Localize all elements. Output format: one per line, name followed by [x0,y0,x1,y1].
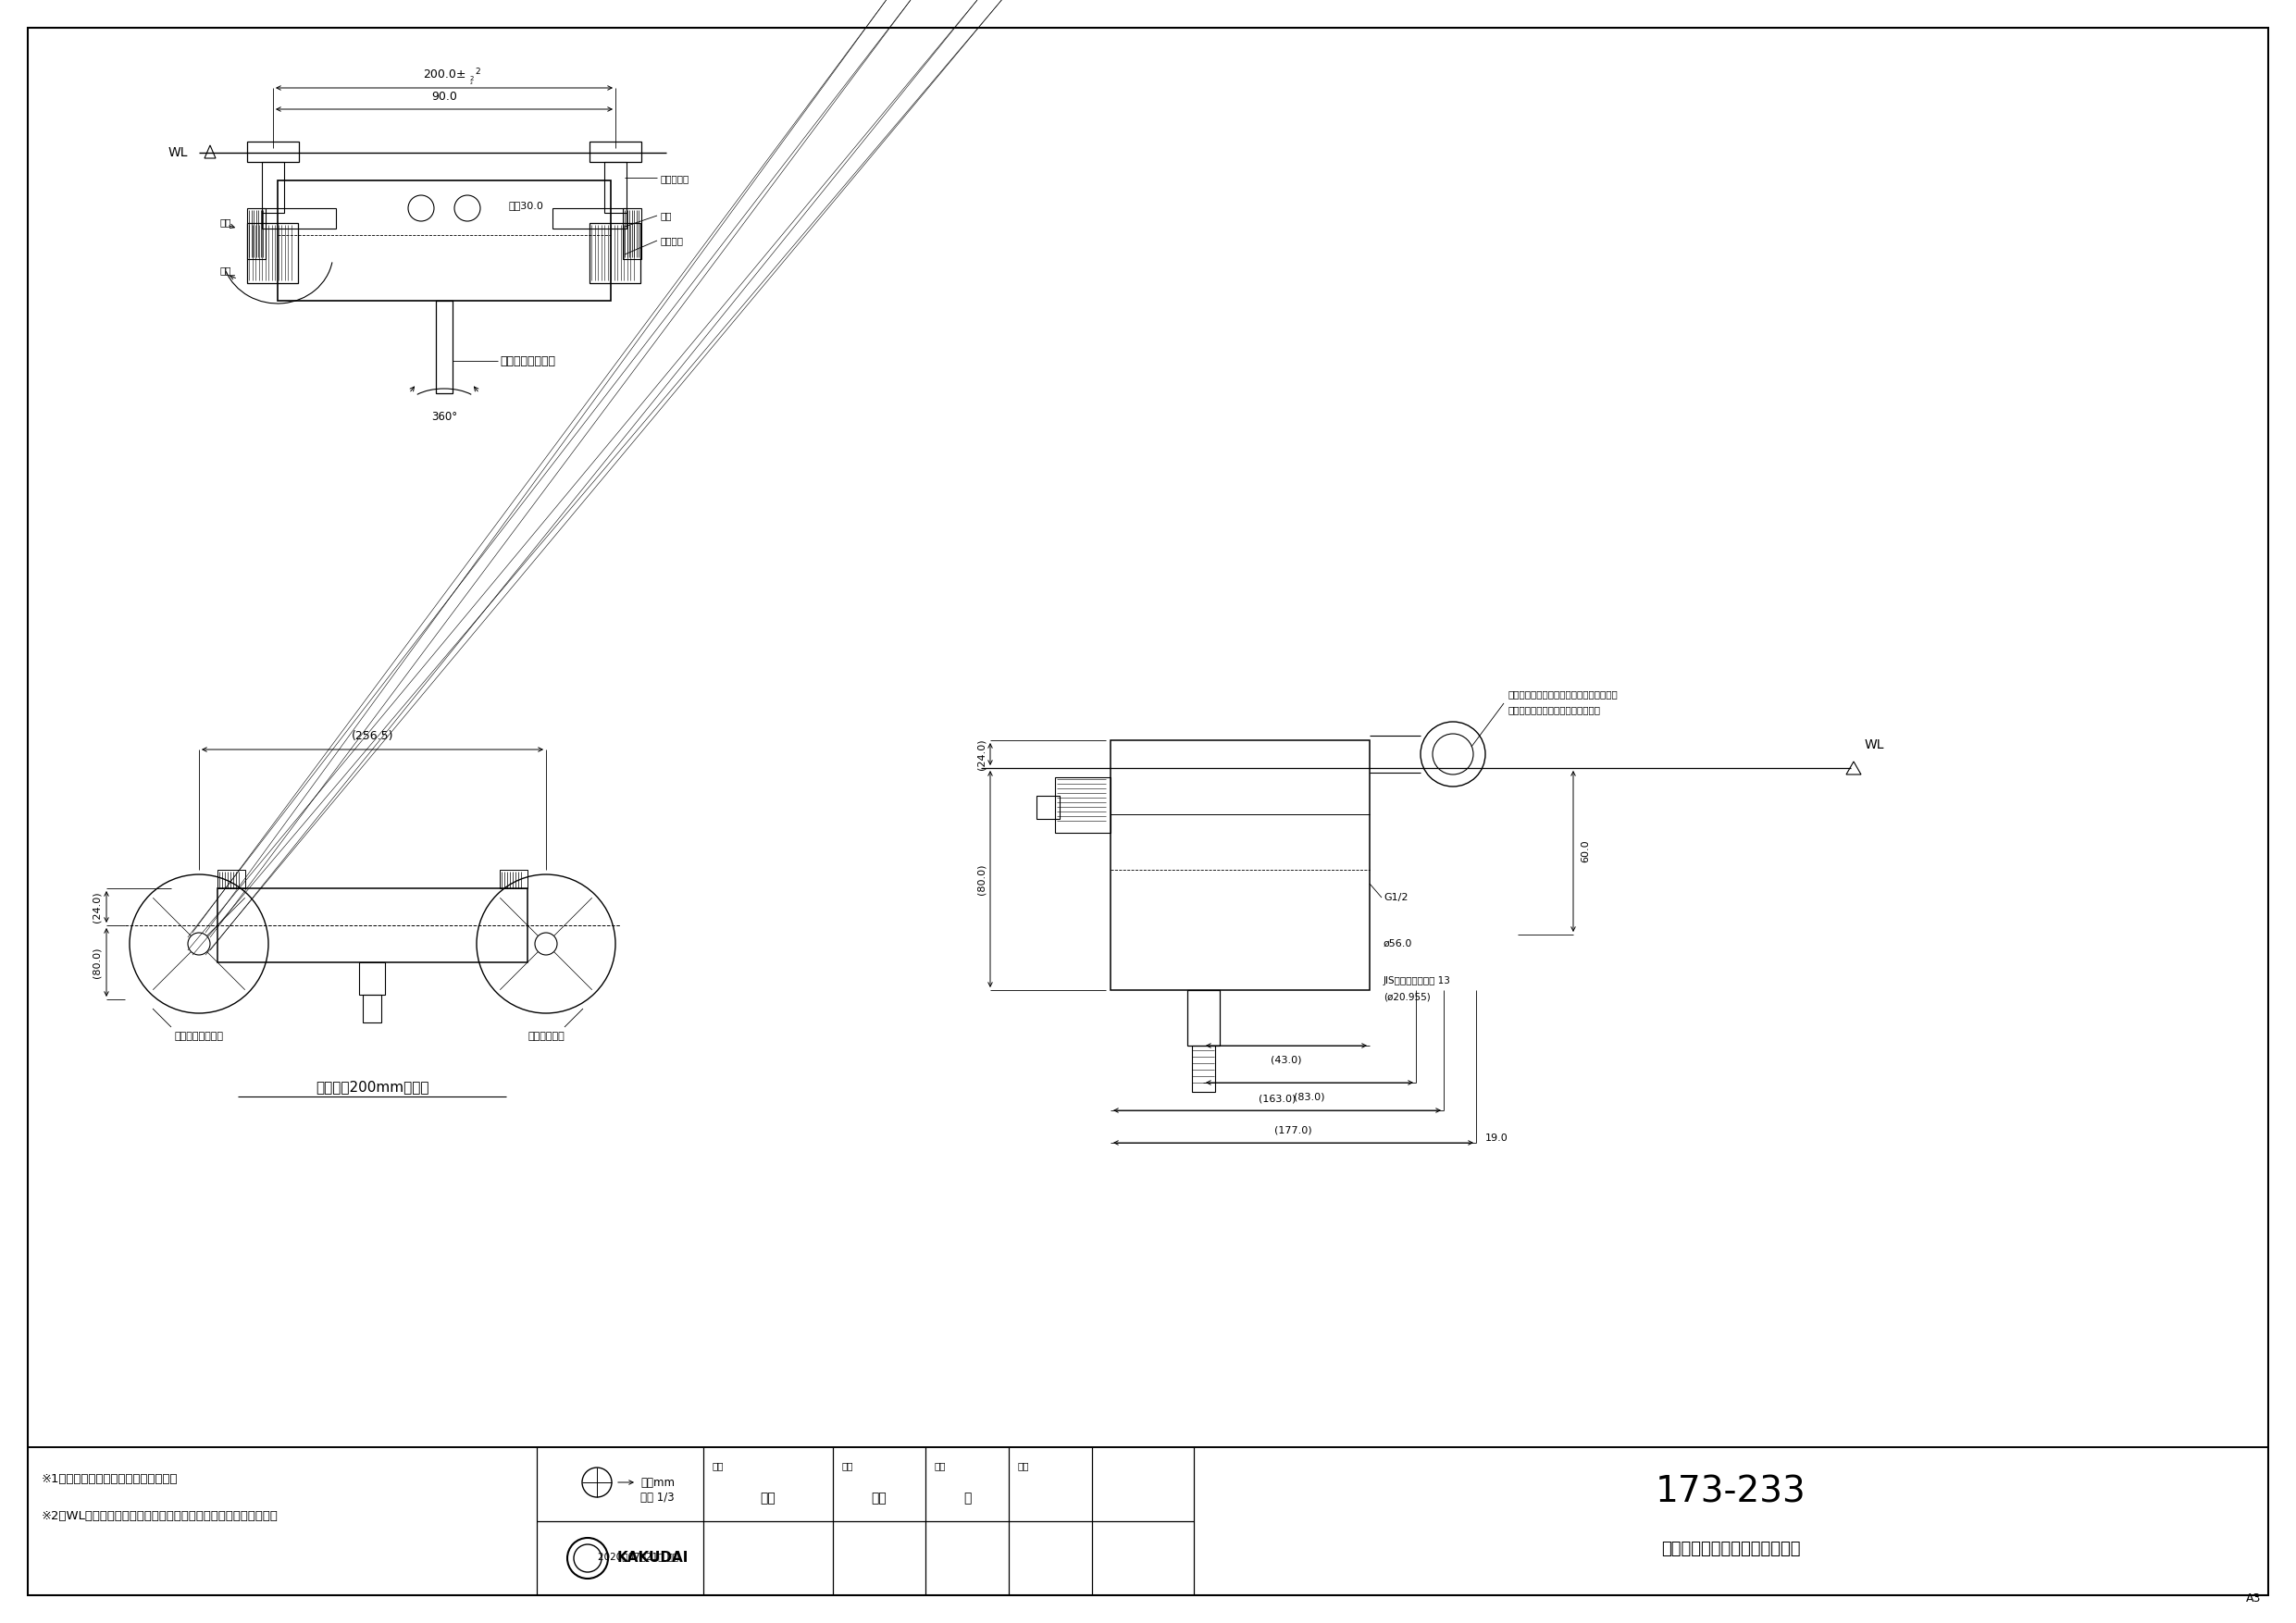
Text: 山田: 山田 [872,1492,886,1505]
Bar [248,222,298,282]
Text: 検図: 検図 [843,1461,854,1470]
Bar [262,162,285,213]
Text: 製図: 製図 [712,1461,723,1470]
Text: 祝: 祝 [964,1492,971,1505]
Text: (177.0): (177.0) [1274,1126,1311,1136]
Text: 60.0: 60.0 [1580,839,1589,863]
Text: 2: 2 [475,68,480,76]
Bar [278,180,611,300]
Text: (24.0): (24.0) [92,891,101,922]
Text: ※2　WLからの水栓寸法はクランクのねじ込み幅により変化する。: ※2 WLからの水栓寸法はクランクのねじ込み幅により変化する。 [41,1511,278,1522]
Text: パイプ側: パイプ側 [659,235,682,245]
Text: (ø20.955): (ø20.955) [1384,993,1430,1001]
Text: 2
²: 2 ² [471,76,475,88]
Text: 173-233: 173-233 [1655,1474,1807,1509]
Text: WL: WL [1864,738,1885,751]
Text: 360°: 360° [432,411,457,422]
Text: A3: A3 [2245,1592,2262,1605]
Text: 90.0: 90.0 [432,91,457,104]
Bar [1111,740,1371,990]
Text: シャワー側: シャワー側 [659,174,689,183]
Bar [590,141,641,162]
Text: 黒崎: 黒崎 [760,1492,776,1505]
Text: （シャワーセットは本付図書参照）: （シャワーセットは本付図書参照） [1508,704,1600,714]
Bar [262,208,335,229]
Text: 部品: 部品 [1017,1461,1029,1470]
Bar [622,208,641,260]
Bar [553,208,627,229]
Bar [358,962,386,995]
Bar [363,995,381,1022]
Text: (83.0): (83.0) [1295,1092,1325,1100]
Bar [218,888,528,962]
Text: 低温: 低温 [220,266,232,276]
Bar [501,870,528,888]
Text: G1/2: G1/2 [1384,893,1407,902]
Text: WL: WL [168,146,188,159]
Text: JIS給水栓取けねじ 13: JIS給水栓取けねじ 13 [1384,975,1451,985]
Bar [436,300,452,393]
Text: ø56.0: ø56.0 [1384,940,1412,948]
Text: 単位mm: 単位mm [641,1477,675,1488]
Bar [1054,777,1111,833]
Text: (80.0): (80.0) [976,863,985,894]
Bar [1035,795,1061,820]
Text: この部分にシャワーセットを取付けます。: この部分にシャワーセットを取付けます。 [1508,690,1619,698]
Text: 承認: 承認 [934,1461,946,1470]
Text: ※1　（　）内寸法は参考寸法である。: ※1 （ ）内寸法は参考寸法である。 [41,1474,179,1485]
Text: 六角30.0: 六角30.0 [510,201,544,209]
Text: 取付芯々200mmの場合: 取付芯々200mmの場合 [315,1081,429,1094]
Text: 止水: 止水 [659,211,670,221]
Bar [218,870,246,888]
Text: (256.5): (256.5) [351,730,393,742]
Text: 切替ハンドル: 切替ハンドル [528,1032,565,1040]
Bar [28,1448,2268,1595]
Text: (80.0): (80.0) [92,946,101,977]
Bar [590,222,641,282]
Text: 高温: 高温 [220,217,232,227]
Text: 19.0: 19.0 [1486,1133,1508,1143]
Text: 温度調節ハンドル: 温度調節ハンドル [174,1032,223,1040]
Bar [604,162,627,213]
Text: 尺度 1/3: 尺度 1/3 [641,1492,675,1505]
Text: (163.0): (163.0) [1258,1094,1295,1104]
Bar [248,141,298,162]
Bar [1187,990,1219,1045]
Text: KAKUDAI: KAKUDAI [618,1552,689,1565]
Bar [248,208,266,260]
Text: (24.0): (24.0) [976,738,985,769]
Text: 2020年07月21日 作成: 2020年07月21日 作成 [599,1552,680,1561]
Text: スパウト回転角度: スパウト回転角度 [501,355,556,367]
Text: 200.0±: 200.0± [422,68,466,81]
Bar [1192,1045,1215,1092]
Text: (43.0): (43.0) [1272,1055,1302,1065]
Text: サーモスタットシャワー混合栓: サーモスタットシャワー混合栓 [1660,1540,1800,1558]
